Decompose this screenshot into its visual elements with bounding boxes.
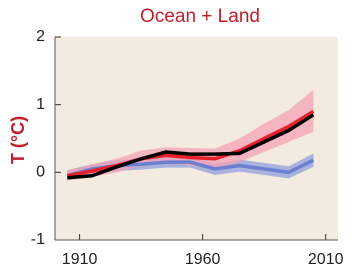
data-line — [66, 109, 315, 178]
x-tick-label: 1910 — [62, 251, 98, 268]
x-tick-label: 1960 — [185, 251, 221, 268]
x-tick-label: 2010 — [308, 251, 344, 268]
y-axis-label: T (°C) — [8, 116, 28, 164]
y-tick-label: 1 — [36, 96, 45, 113]
chart-title: Ocean + Land — [140, 6, 260, 27]
data-line — [67, 113, 315, 180]
y-tick-label: -1 — [31, 231, 45, 248]
uncertainty-band — [67, 89, 314, 181]
y-tick-label: 2 — [36, 28, 45, 45]
y-tick-label: 0 — [36, 164, 45, 181]
